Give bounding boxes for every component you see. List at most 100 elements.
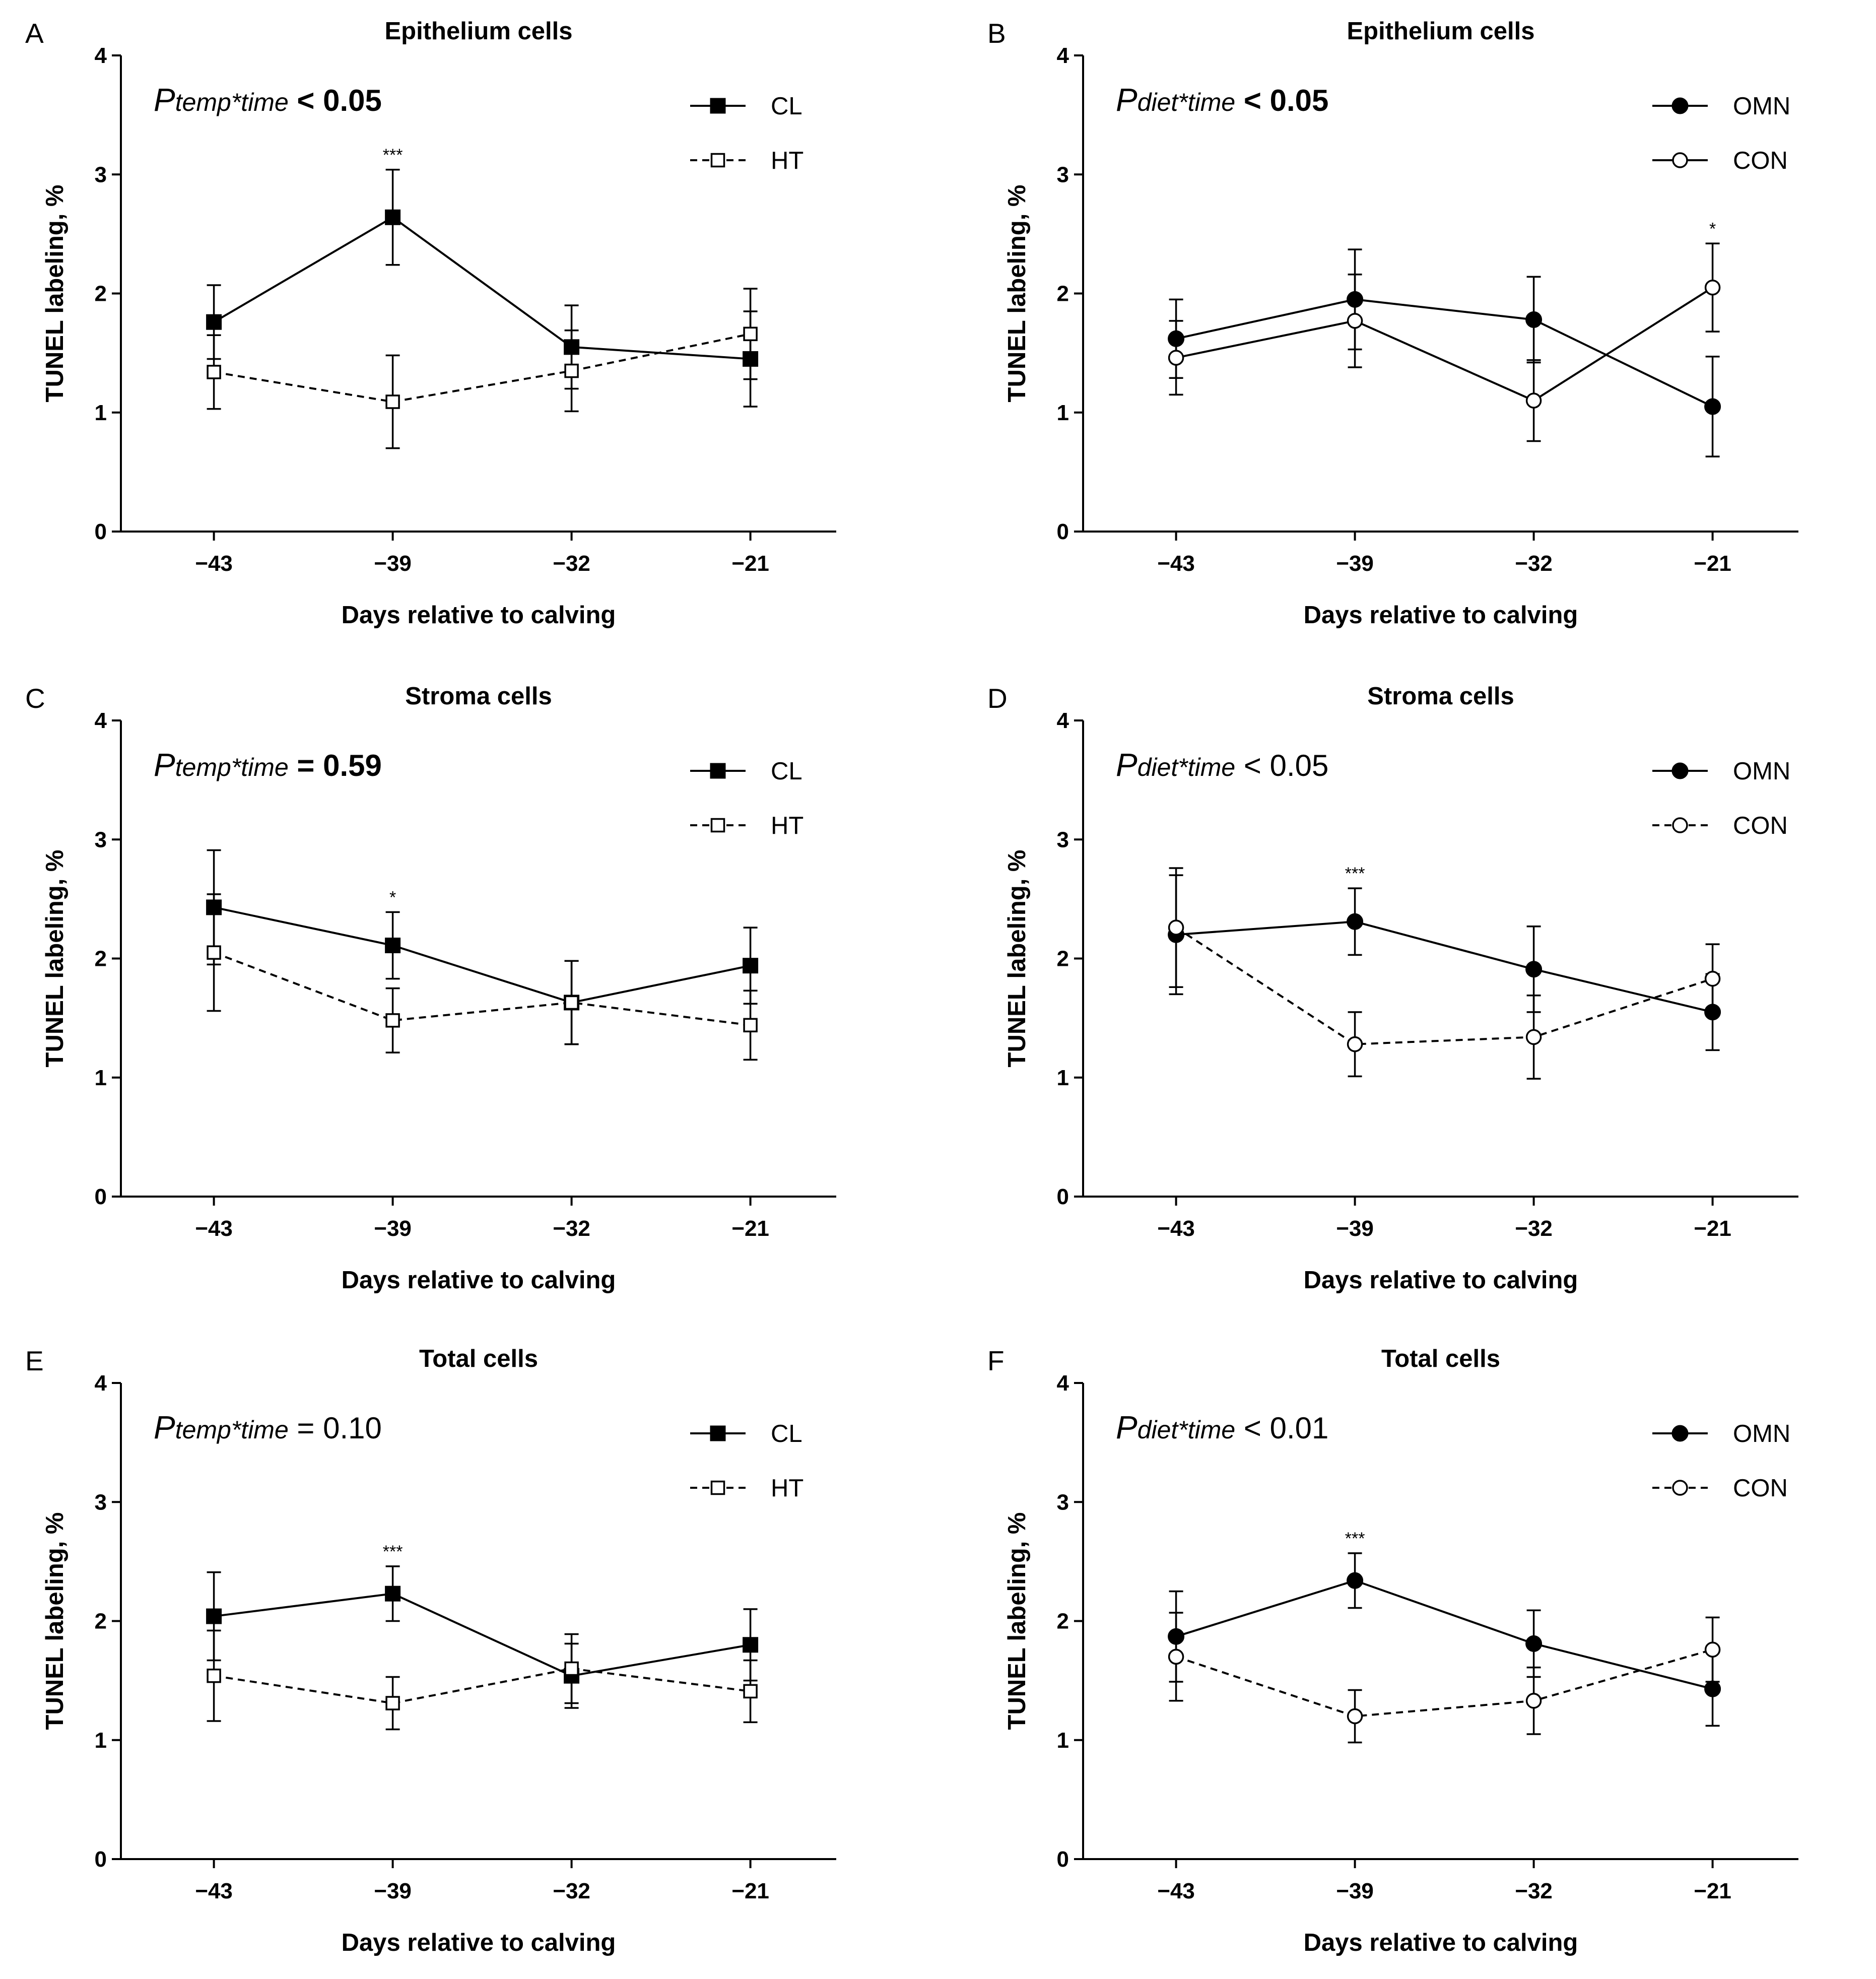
- panel-f: F Total cells 0 1 2 3 4 −43 −39 −32 −21 Days relati…: [987, 1345, 1798, 1956]
- data-point: [385, 1013, 400, 1028]
- y-tick-label: 2: [1057, 1609, 1069, 1634]
- panel-title: Epithelium cells: [384, 18, 572, 45]
- legend-marker: [710, 763, 726, 779]
- p-subscript: temp*time: [175, 753, 289, 781]
- series-line: [1175, 927, 1713, 1045]
- data-point: [385, 394, 400, 409]
- y-tick-label: 1: [95, 1728, 107, 1753]
- data-point: [1168, 1648, 1184, 1665]
- legend-marker: [710, 153, 725, 168]
- p-value-annotation: Pdiet*time < 0.05: [1116, 82, 1328, 118]
- legend-label: HT: [771, 812, 803, 839]
- y-tick-label: 3: [1057, 1490, 1069, 1514]
- series-ht: [207, 893, 758, 1061]
- y-tick-label: 4: [1057, 1371, 1069, 1396]
- p-value-annotation: Ptemp*time < 0.05: [154, 82, 382, 118]
- y-tick-label: 0: [1057, 1184, 1069, 1209]
- data-point: [385, 938, 401, 954]
- p-subscript: diet*time: [1137, 753, 1236, 781]
- legend-item: HT: [690, 147, 803, 174]
- legend-marker: [1672, 817, 1688, 833]
- legend-label: CL: [771, 93, 802, 120]
- legend-label: CON: [1733, 147, 1788, 174]
- y-tick-label: 3: [1057, 827, 1069, 852]
- p-subscript: diet*time: [1137, 88, 1236, 116]
- y-tick-label: 3: [95, 162, 107, 187]
- x-tick-label: −21: [1694, 551, 1731, 576]
- x-tick-label: −21: [731, 1216, 769, 1241]
- p-value-text: = 0.10: [289, 1411, 382, 1445]
- series-line: [214, 906, 751, 1004]
- x-tick-label: −43: [195, 551, 233, 576]
- data-point: [385, 209, 401, 225]
- legend-marker: [710, 98, 726, 114]
- data-point: [1347, 913, 1364, 930]
- series-con: [1168, 242, 1721, 442]
- legend-item: CL: [690, 93, 802, 120]
- x-tick-label: −21: [731, 1879, 769, 1903]
- panel-title: Total cells: [1381, 1345, 1500, 1372]
- legend-marker: [1672, 152, 1688, 168]
- data-point: [564, 995, 579, 1010]
- x-axis-title: Days relative to calving: [342, 1267, 616, 1294]
- x-tick-label: −21: [1694, 1879, 1731, 1903]
- legend-item: OMN: [1652, 758, 1790, 785]
- legend-label: CL: [771, 1420, 802, 1447]
- y-axis-title: TUNEL labeling, %: [1003, 185, 1031, 403]
- series-ht: [207, 288, 758, 449]
- p-subscript: diet*time: [1137, 1416, 1236, 1444]
- x-tick-label: −39: [1336, 1879, 1374, 1903]
- series-omn: [1168, 248, 1721, 457]
- data-point: [207, 365, 221, 379]
- legend-item: CL: [690, 1420, 802, 1447]
- x-tick-label: −39: [1336, 1216, 1374, 1241]
- y-axis-title: TUNEL labeling, %: [1003, 1512, 1031, 1730]
- significance-marker: ***: [383, 146, 403, 165]
- legend-marker: [1671, 1425, 1689, 1442]
- panel-letter: C: [25, 683, 45, 714]
- panel-a: A Epithelium cells 0 1 2 3 4 −43 −39 −32 −21 Days r…: [25, 18, 836, 629]
- x-tick-label: −43: [195, 1879, 233, 1903]
- series-line: [214, 1593, 751, 1677]
- y-tick-label: 0: [1057, 1847, 1069, 1872]
- panel-b: B Epithelium cells 0 1 2 3 4 −43 −39 −32 −21 Days r…: [987, 18, 1798, 629]
- x-tick-label: −43: [195, 1216, 233, 1241]
- legend-label: CL: [771, 758, 802, 785]
- data-point: [1168, 350, 1184, 366]
- data-point: [1704, 1641, 1721, 1658]
- y-axis-title: TUNEL labeling, %: [41, 1512, 69, 1730]
- p-value-text: < 0.01: [1235, 1411, 1328, 1445]
- p-subscript: temp*time: [175, 1416, 289, 1444]
- significance-marker: ***: [383, 1542, 403, 1561]
- p-subscript: temp*time: [175, 88, 289, 116]
- y-tick-label: 2: [95, 947, 107, 971]
- series-ht: [207, 1629, 758, 1731]
- series-line: [214, 1667, 751, 1704]
- x-tick-label: −21: [1694, 1216, 1731, 1241]
- p-symbol: P: [1116, 1409, 1137, 1445]
- data-point: [1704, 1680, 1721, 1697]
- legend-marker: [1672, 1480, 1688, 1496]
- legend-item: HT: [690, 1475, 803, 1502]
- p-symbol: P: [154, 747, 175, 783]
- p-value-annotation: Ptemp*time = 0.10: [154, 1409, 382, 1445]
- x-axis-title: Days relative to calving: [342, 602, 616, 629]
- panel-title: Stroma cells: [1367, 683, 1514, 710]
- x-tick-label: −21: [731, 551, 769, 576]
- x-tick-label: −32: [553, 551, 590, 576]
- p-value-annotation: Ptemp*time = 0.59: [154, 747, 382, 783]
- data-point: [1525, 1693, 1542, 1709]
- legend-item: OMN: [1652, 1420, 1790, 1447]
- data-point: [564, 1661, 579, 1676]
- x-axis-title: Days relative to calving: [1304, 1267, 1578, 1294]
- legend-label: HT: [771, 147, 803, 174]
- series-con: [1168, 1612, 1721, 1744]
- series-omn: [1168, 874, 1721, 1051]
- significance-marker: *: [389, 888, 396, 907]
- x-tick-label: −39: [374, 551, 412, 576]
- x-tick-label: −32: [553, 1216, 590, 1241]
- data-point: [385, 1586, 401, 1602]
- x-tick-label: −43: [1157, 1879, 1195, 1903]
- p-value-text: < 0.05: [289, 84, 382, 117]
